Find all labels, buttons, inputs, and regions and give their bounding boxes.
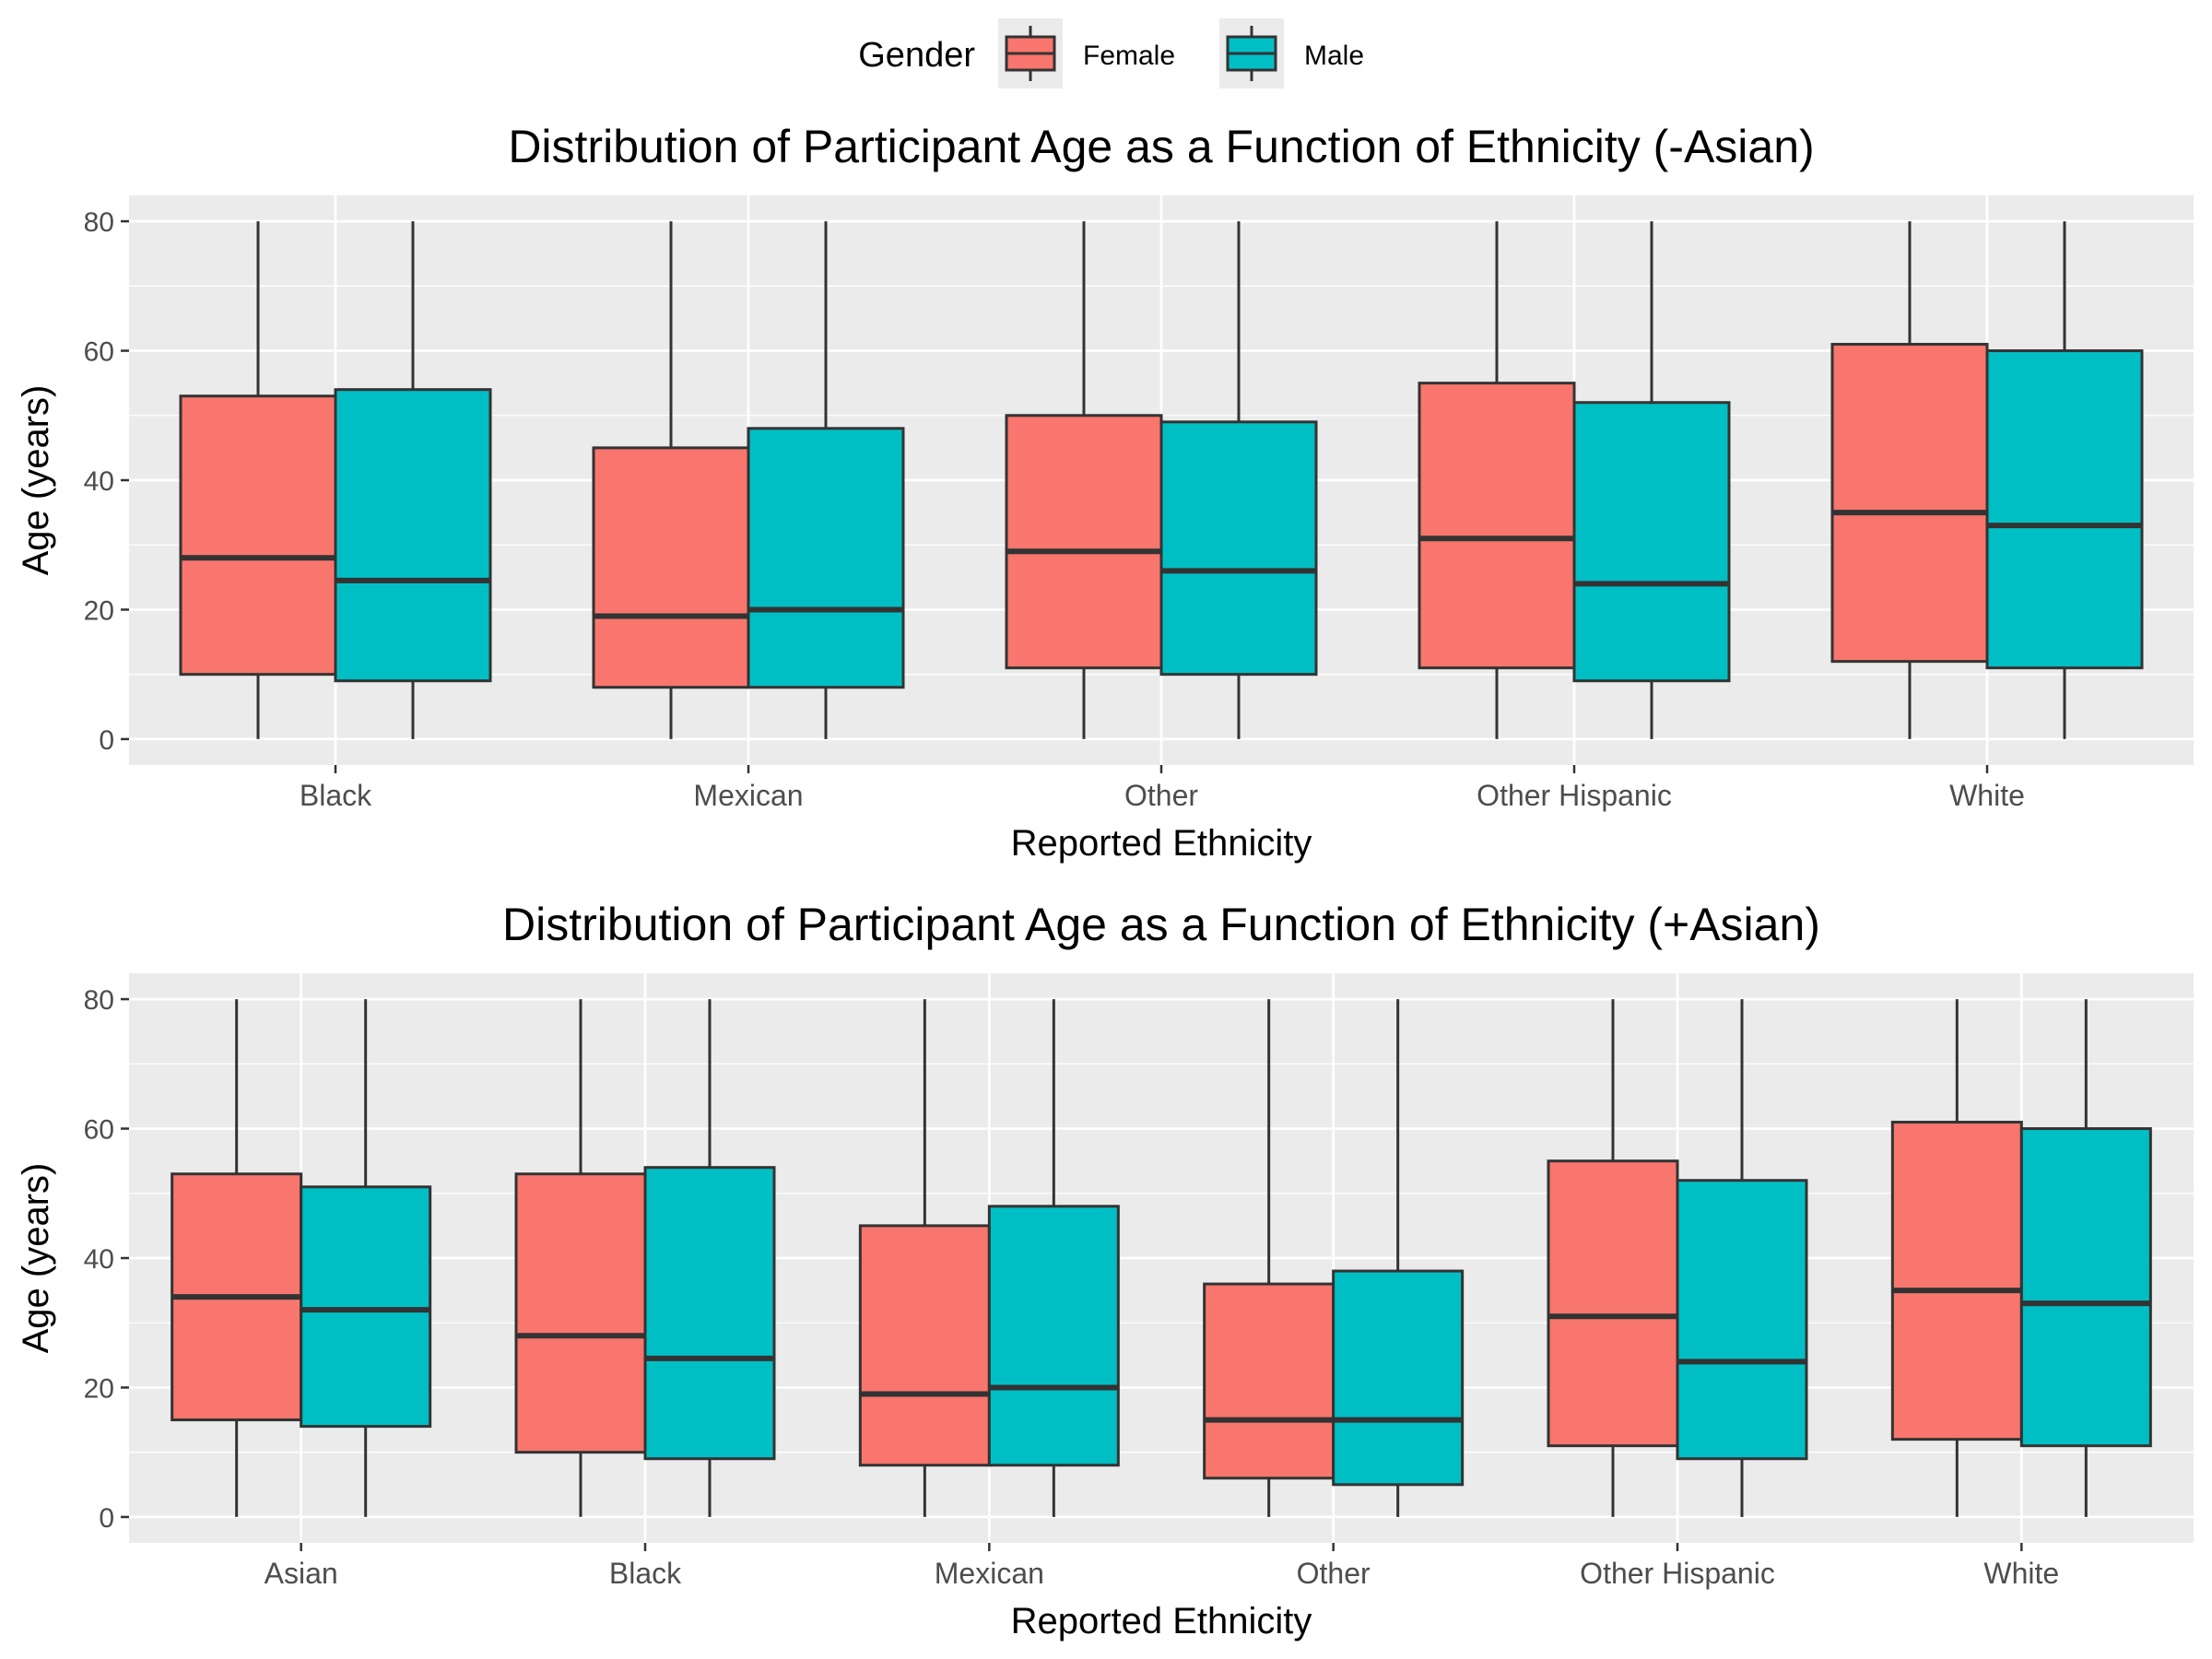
y-tick-label: 0 xyxy=(99,1503,114,1534)
box-white-female xyxy=(1830,221,1989,739)
x-tick-label: Mexican xyxy=(935,1557,1044,1590)
x-tick-label: Other xyxy=(1124,779,1198,812)
box-other-hispanic-female xyxy=(1418,221,1576,739)
legend-key-female xyxy=(998,18,1063,88)
box-other-hispanic-male xyxy=(1676,999,1808,1517)
iqr-box xyxy=(514,1172,647,1454)
box-other-hispanic-female xyxy=(1547,999,1679,1517)
iqr-box xyxy=(592,446,750,689)
x-tick-label: Other Hispanic xyxy=(1477,779,1672,812)
panel-with-asian-title: Distribution of Participant Age as a Fun… xyxy=(502,899,1820,950)
y-tick-label: 40 xyxy=(84,466,114,497)
y-tick-label: 60 xyxy=(84,337,114,368)
x-tick-label: Black xyxy=(609,1557,682,1590)
iqr-box xyxy=(300,1185,432,1429)
y-tick-label: 20 xyxy=(84,1373,114,1404)
box-other-female xyxy=(1005,221,1163,739)
iqr-box xyxy=(1676,1179,1808,1461)
iqr-box xyxy=(1830,343,1989,664)
iqr-box xyxy=(747,427,905,689)
iqr-box xyxy=(1005,414,1163,670)
iqr-box xyxy=(2019,1127,2152,1448)
iqr-box xyxy=(1418,382,1576,670)
iqr-box xyxy=(1572,401,1731,683)
x-tick-label: Black xyxy=(300,779,372,812)
box-other-male xyxy=(1159,221,1318,739)
legend-title: Gender xyxy=(858,36,975,75)
legend-label-female: Female xyxy=(1083,41,1175,71)
iqr-box xyxy=(1159,420,1318,677)
panel-without-asian-title: Distribution of Participant Age as a Fun… xyxy=(508,121,1814,172)
panel-without-asian-y-axis-title: Age (years) xyxy=(16,385,56,576)
x-tick-label: Other Hispanic xyxy=(1580,1557,1775,1590)
x-tick-label: Other xyxy=(1297,1557,1371,1590)
box-black-female xyxy=(179,221,337,739)
legend-key-male xyxy=(1219,18,1284,88)
iqr-box xyxy=(1890,1121,2023,1441)
iqr-box xyxy=(1203,1282,1335,1480)
x-tick-label: White xyxy=(1983,1557,2059,1590)
plot-area: 0 20 40 60 80 Black Mexican Other Other Hispanic… xyxy=(84,195,2194,812)
iqr-box xyxy=(1332,1269,1465,1487)
iqr-box xyxy=(179,394,337,677)
y-tick-label: 0 xyxy=(99,725,114,756)
iqr-box xyxy=(858,1224,991,1467)
panel-without-asian: 0 20 40 60 80 Black Mexican Other Other Hispanic… xyxy=(16,121,2194,864)
legend-label-male: Male xyxy=(1304,41,1364,71)
box-black-male xyxy=(334,221,492,739)
panel-with-asian-y-axis-title: Age (years) xyxy=(16,1163,56,1354)
iqr-box xyxy=(987,1205,1120,1467)
box-mexican-male xyxy=(987,999,1120,1517)
iqr-box xyxy=(643,1166,776,1461)
plot-area: 0 20 40 60 80 Asian Black Mexican Other Other His… xyxy=(84,973,2194,1590)
panel-without-asian-x-axis-title: Reported Ethnicity xyxy=(1011,823,1312,864)
box-other-hispanic-male xyxy=(1572,221,1731,739)
iqr-box xyxy=(334,388,492,683)
box-black-female xyxy=(514,999,647,1517)
panel-with-asian-x-axis-title: Reported Ethnicity xyxy=(1011,1601,1312,1641)
x-tick-label: Asian xyxy=(265,1557,338,1590)
box-black-male xyxy=(643,999,776,1517)
box-mexican-female xyxy=(592,221,750,739)
x-tick-label: Mexican xyxy=(693,779,803,812)
box-mexican-male xyxy=(747,221,905,739)
box-white-female xyxy=(1890,999,2023,1517)
y-tick-label: 60 xyxy=(84,1115,114,1146)
box-other-male xyxy=(1332,999,1465,1517)
iqr-box xyxy=(1985,349,2144,670)
box-asian-male xyxy=(300,999,432,1517)
y-tick-label: 20 xyxy=(84,595,114,626)
box-asian-female xyxy=(171,999,303,1517)
legend: Gender Female Male xyxy=(858,18,1364,88)
box-white-male xyxy=(2019,999,2152,1517)
y-tick-label: 40 xyxy=(84,1244,114,1275)
y-tick-label: 80 xyxy=(84,985,114,1016)
y-tick-label: 80 xyxy=(84,207,114,238)
box-white-male xyxy=(1985,221,2144,739)
panel-with-asian: 0 20 40 60 80 Asian Black Mexican Other Other His… xyxy=(16,899,2194,1641)
box-mexican-female xyxy=(858,999,991,1517)
x-tick-label: White xyxy=(1949,779,2025,812)
iqr-box xyxy=(1547,1159,1679,1448)
